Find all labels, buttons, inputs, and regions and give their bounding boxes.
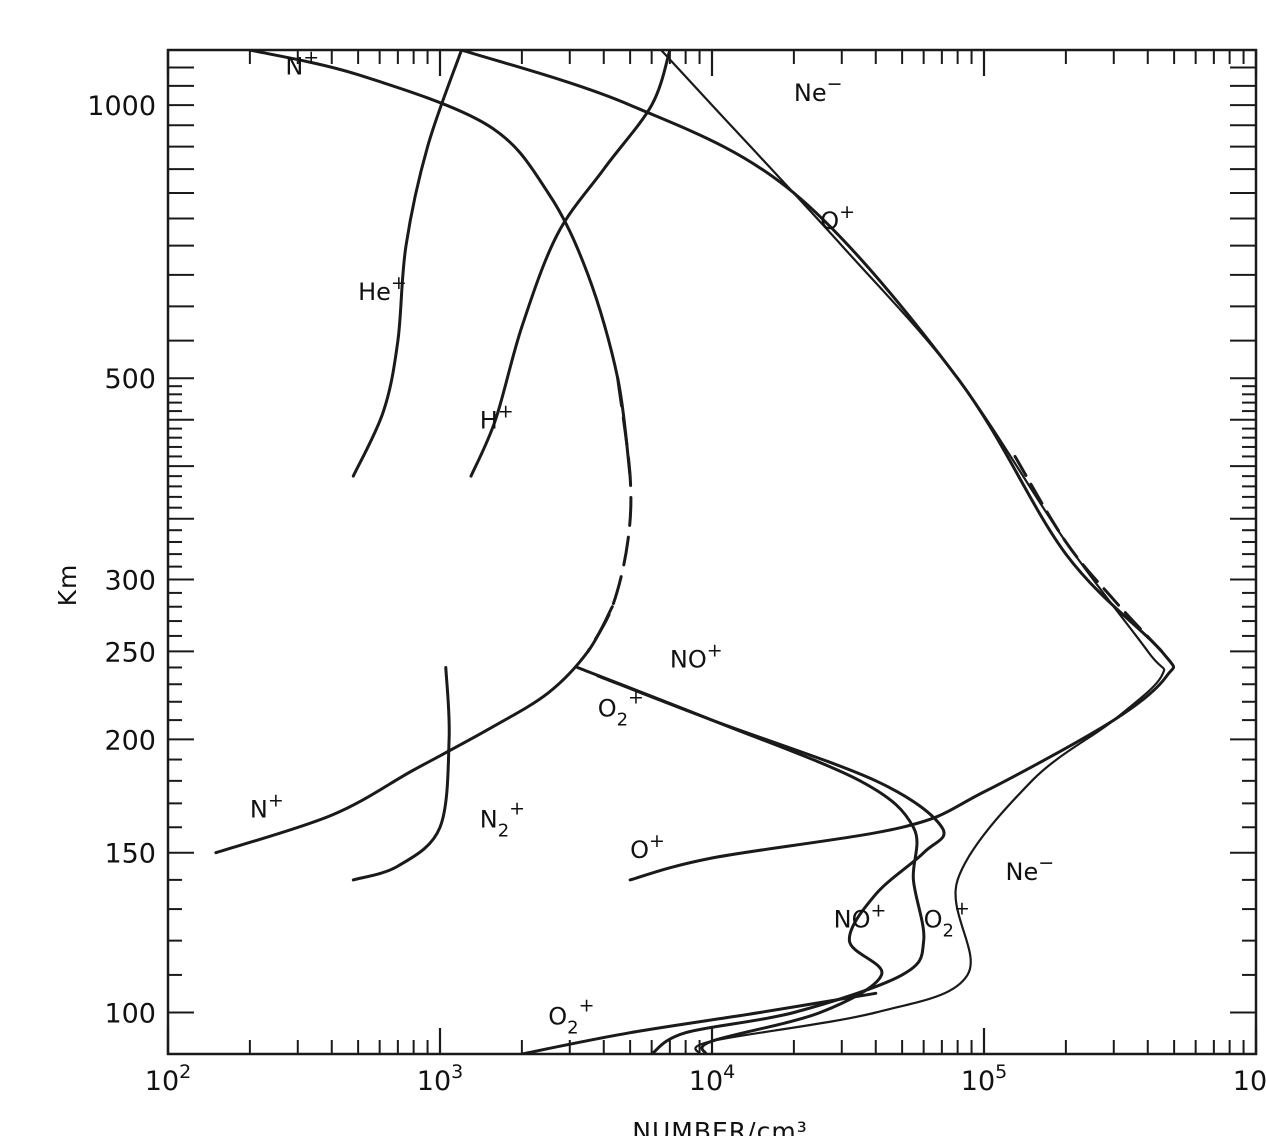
series-label: N+ — [285, 47, 319, 81]
series-label-superscript: + — [649, 830, 665, 852]
series-label-base: H — [480, 407, 498, 435]
series-label-superscript: + — [870, 900, 886, 922]
series-label-superscript: − — [1038, 852, 1054, 874]
series-label-superscript: + — [268, 790, 284, 812]
series-label: O+ — [820, 201, 855, 235]
series-label-base: NO — [834, 906, 871, 934]
series-label: O2+ — [924, 898, 970, 942]
plot-frame — [166, 48, 1258, 1056]
series-label-base: He — [358, 278, 391, 306]
y-axis-title: Km — [53, 564, 82, 607]
series-label: O+ — [630, 830, 665, 864]
series-line-n-plus-upper — [248, 50, 632, 478]
series-label-base: N — [285, 53, 303, 81]
x-tick-label: 104 — [689, 1061, 735, 1097]
series-label-base: Ne — [1006, 858, 1039, 886]
x-tick-labels: 102103104105106 — [145, 1061, 1266, 1097]
series-line-o-plus-dashed — [1013, 454, 1164, 653]
y-tick-label: 500 — [104, 364, 156, 395]
series-label-superscript: + — [509, 797, 525, 819]
series-label-superscript: − — [827, 73, 843, 95]
series-line-o2-plus-lower — [520, 991, 878, 1054]
series-label: O2+ — [548, 994, 594, 1038]
y-tick-label: 1000 — [87, 91, 156, 122]
x-tick-base: 10 — [689, 1066, 723, 1097]
y-tick-label: 150 — [104, 839, 156, 870]
series-label-superscript: + — [628, 686, 644, 708]
series-label-superscript: + — [498, 401, 514, 423]
x-tick-base: 10 — [961, 1066, 995, 1097]
series-label-subscript: 2 — [943, 921, 954, 942]
series-label: NO+ — [834, 900, 887, 934]
series-label-superscript: + — [707, 639, 723, 661]
series-label-subscript: 2 — [617, 709, 628, 730]
series-line-h-plus — [469, 50, 672, 478]
series-label: H+ — [480, 401, 514, 435]
series-label-base: O — [924, 906, 943, 934]
series-label-subscript: 2 — [498, 820, 509, 841]
series-label-superscript: + — [579, 994, 595, 1016]
series-label-base: N — [480, 805, 498, 833]
series-label-subscript: 2 — [567, 1017, 578, 1038]
x-tick-exponent: 2 — [179, 1061, 191, 1083]
series-line-n2-plus — [351, 666, 451, 882]
series-label-superscript: + — [303, 47, 319, 69]
series-label: NO+ — [670, 639, 723, 673]
x-axis-title: NUMBER/cm³ — [632, 1117, 807, 1136]
x-tick-label: 103 — [417, 1061, 463, 1097]
axis-ticks — [166, 50, 1258, 1054]
series-label-base: O — [598, 694, 617, 722]
series-labels: N+Ne−O+He+H+NO+O2+N+N2+O+Ne−NO+ O2+O2+ — [250, 47, 1054, 1039]
series-line-n-plus-lower — [214, 605, 614, 855]
series-line-he-plus — [351, 50, 463, 478]
y-tick-labels: 100 150 200 250 300 500 1000 — [87, 91, 156, 1029]
series-line-o2-plus-upper — [575, 666, 926, 1054]
y-tick-label: 250 — [104, 637, 156, 668]
x-tick-exponent: 4 — [723, 1061, 735, 1083]
x-tick-label: 105 — [961, 1061, 1007, 1097]
y-tick-label: 300 — [104, 566, 156, 597]
series-line-ne-upper — [660, 50, 1166, 1054]
x-tick-label: 106 — [1233, 1061, 1266, 1097]
series-label-base: O — [820, 207, 839, 235]
x-tick-base: 10 — [145, 1066, 179, 1097]
x-tick-label: 102 — [145, 1061, 191, 1097]
series-line-no-plus — [596, 674, 946, 1054]
y-tick-label: 100 — [104, 998, 156, 1029]
series-label-superscript: + — [839, 201, 855, 223]
series-label-base: O — [548, 1002, 567, 1030]
x-tick-exponent: 3 — [451, 1061, 463, 1083]
series-line-o-plus-upper — [460, 50, 1176, 882]
series-label-superscript: + — [954, 898, 970, 920]
series-label: He+ — [358, 272, 407, 306]
x-tick-base: 10 — [417, 1066, 451, 1097]
series-label: Ne− — [794, 73, 843, 107]
x-tick-exponent: 5 — [995, 1061, 1007, 1083]
series-label-superscript: + — [391, 272, 407, 294]
series-label-base: NO — [670, 645, 707, 673]
series-label: N+ — [250, 790, 284, 824]
series-group — [214, 50, 1176, 1054]
y-tick-label: 200 — [104, 725, 156, 756]
series-label: N2+ — [480, 797, 525, 841]
x-tick-base: 10 — [1233, 1066, 1266, 1097]
series-label-base: N — [250, 796, 268, 824]
series-label: Ne− — [1006, 852, 1055, 886]
series-label-base: O — [630, 836, 649, 864]
series-label: O2+ — [598, 686, 644, 730]
series-label-base: Ne — [794, 79, 827, 107]
